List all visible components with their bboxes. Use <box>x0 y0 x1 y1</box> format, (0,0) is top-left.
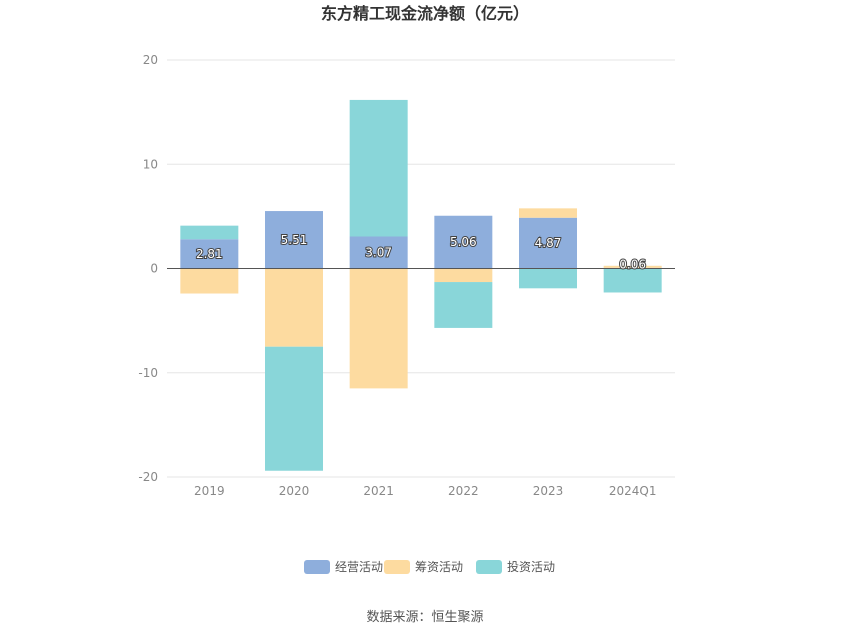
bar-0-3 <box>434 215 493 269</box>
bar-2-0 <box>180 225 239 240</box>
bar-2-1 <box>265 346 323 471</box>
legend: 经营活动 筹资活动 投资活动 <box>304 559 555 574</box>
bar-1-3 <box>434 268 493 283</box>
legend-label: 投资活动 <box>507 559 555 574</box>
y-tick-label: 0 <box>150 262 158 276</box>
y-tick-label: 20 <box>143 53 158 67</box>
bar-2-2 <box>349 99 408 237</box>
bar-2-4 <box>519 268 577 289</box>
bar-1-0 <box>180 268 239 294</box>
x-tick-label: 2024Q1 <box>609 484 657 498</box>
y-axis-ticks: 20 10 0 -10 -20 <box>138 53 158 484</box>
source-note: 数据来源：恒生聚源 <box>366 610 483 625</box>
legend-label: 筹资活动 <box>415 560 463 574</box>
bar-0-1 <box>265 211 323 269</box>
legend-swatch <box>384 560 410 574</box>
bar-0-2 <box>349 236 408 269</box>
bar-1-1 <box>265 268 323 347</box>
x-tick-label: 2022 <box>448 484 479 498</box>
bar-1-2 <box>349 268 408 389</box>
bars <box>180 99 662 471</box>
data-label: 0.06 <box>619 258 646 272</box>
data-label: 5.51 <box>281 233 308 247</box>
y-tick-label: -20 <box>138 470 158 484</box>
bar-0-4 <box>519 217 577 269</box>
data-label: 5.06 <box>450 235 477 249</box>
bar-1-5 <box>603 265 662 268</box>
bar-1-4 <box>519 208 577 218</box>
bar-2-5 <box>603 268 662 293</box>
x-tick-label: 2021 <box>363 484 394 498</box>
x-tick-label: 2019 <box>194 484 225 498</box>
bar-0-0 <box>180 239 239 269</box>
x-axis-ticks: 2019 2020 2021 2022 2023 2024Q1 <box>194 484 656 498</box>
data-label: 2.81 <box>196 247 223 261</box>
legend-label: 经营活动 <box>335 560 383 574</box>
legend-swatch <box>304 560 330 574</box>
grid-lines <box>167 59 675 478</box>
y-tick-label: 10 <box>143 157 158 171</box>
data-label: 3.07 <box>365 245 392 259</box>
data-label: 4.87 <box>535 236 562 250</box>
x-tick-label: 2020 <box>279 484 310 498</box>
chart-title: 东方精工现金流净额（亿元） <box>321 4 529 23</box>
data-labels: 2.81 5.51 3.07 5.06 4.87 0.06 <box>195 232 647 273</box>
bar-2-3 <box>434 282 493 328</box>
y-tick-label: -10 <box>138 366 158 380</box>
x-tick-label: 2023 <box>533 484 564 498</box>
legend-swatch <box>476 560 502 574</box>
